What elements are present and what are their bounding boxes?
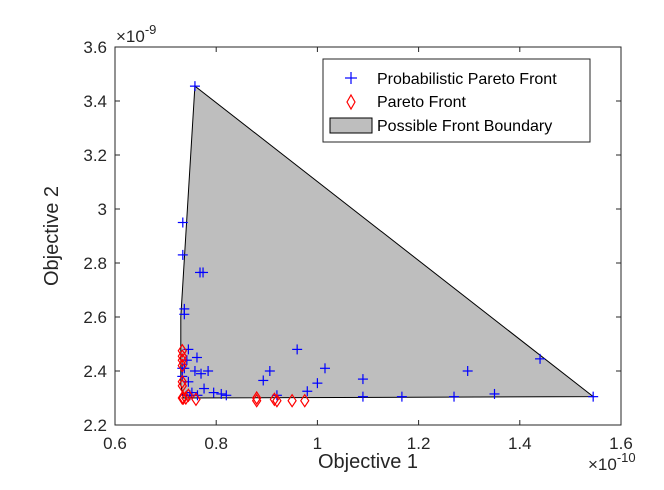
probabilistic-pareto-point [449, 391, 460, 402]
legend-entry-pareto-front: Pareto Front [377, 94, 466, 111]
probabilistic-pareto-point [203, 366, 214, 376]
probabilistic-pareto-point [302, 386, 313, 397]
y-tick-label: 2.6 [83, 308, 107, 327]
legend-plus-icon [345, 72, 357, 84]
axes-box [114, 46, 622, 426]
x-tick-label: 1.6 [609, 434, 633, 453]
probabilistic-pareto-point [177, 249, 188, 260]
pareto-front-point [251, 390, 262, 406]
pareto-front-point [287, 393, 297, 408]
probabilistic-pareto-point [189, 81, 200, 92]
probabilistic-pareto-point [535, 353, 546, 364]
probabilistic-pareto-point [462, 366, 473, 376]
pareto-front-point [181, 390, 191, 406]
pareto-front-point [178, 390, 189, 406]
probabilistic-pareto-point [183, 376, 194, 387]
probabilistic-pareto-point [198, 267, 209, 278]
y-tick-label: 2.4 [83, 362, 107, 381]
probabilistic-pareto-point [489, 388, 500, 399]
legend-diamond-icon [346, 93, 356, 111]
legend: Probabilistic Pareto Front Pareto Front … [322, 58, 591, 143]
pareto-front-point [269, 392, 280, 407]
pareto-front-point [177, 353, 188, 368]
legend-entry-probabilistic-pareto-front: Probabilistic Pareto Front [377, 71, 557, 88]
x-tick-label: 1.2 [407, 434, 431, 453]
probabilistic-pareto-point [319, 363, 330, 374]
probabilistic-pareto-point [179, 309, 190, 320]
y-tick-label: 3.4 [83, 92, 107, 111]
legend-boundary-swatch [329, 117, 373, 134]
y-tick-label: 2.8 [83, 254, 107, 273]
probabilistic-pareto-point [199, 383, 210, 394]
y-axis-label: Objective 2 [41, 186, 63, 286]
probabilistic-pareto-point [264, 366, 275, 376]
legend-entry-possible-front-boundary: Possible Front Boundary [377, 118, 552, 135]
pareto-front-point [272, 393, 282, 408]
pareto-front-point [183, 388, 194, 403]
probabilistic-pareto-point [221, 390, 232, 401]
pareto-front-point [191, 392, 201, 407]
probabilistic-pareto-point [588, 391, 599, 402]
probabilistic-pareto-point [357, 391, 368, 402]
axes-layer: 0.6 0.8 1 1.2 1.4 1.6 2.2 2.4 2.6 2.8 3 3.2 3.4 3.6 [83, 38, 632, 453]
probabilistic-pareto-point [196, 368, 207, 379]
y-tick-label: 2.2 [83, 416, 107, 435]
x-exponent-multiplier: ×10-10 [588, 450, 636, 474]
probabilistic-pareto-point [191, 352, 202, 363]
x-axis-label: Objective 1 [318, 451, 418, 473]
probabilistic-pareto-point [189, 366, 200, 376]
pareto-front-point [177, 358, 188, 373]
probabilistic-pareto-point [357, 374, 368, 385]
x-tick-label: 1.4 [508, 434, 532, 453]
probabilistic-pareto-point [292, 344, 303, 355]
pareto-front-point [251, 393, 262, 408]
y-tick-label: 3 [98, 200, 107, 219]
probabilistic-pareto-point [177, 217, 188, 228]
probabilistic-pareto-point [216, 388, 227, 399]
probabilistic-pareto-point [258, 375, 269, 386]
y-tick-label: 3.2 [83, 146, 107, 165]
x-tick-label: 0.6 [103, 434, 127, 453]
probabilistic-pareto-point [208, 387, 219, 398]
y-tick-label: 3.6 [83, 38, 107, 57]
marker-layer [177, 81, 599, 408]
x-tick-label: 1 [313, 434, 322, 453]
y-exponent-multiplier: ×10-9 [116, 22, 156, 46]
pareto-front-point [177, 374, 188, 389]
probabilistic-pareto-point [396, 391, 407, 402]
pareto-front-point [300, 393, 310, 408]
x-tick-label: 0.8 [204, 434, 228, 453]
pareto-front-point [177, 343, 188, 358]
pareto-front-point [177, 349, 188, 364]
probabilistic-pareto-point [312, 378, 323, 389]
